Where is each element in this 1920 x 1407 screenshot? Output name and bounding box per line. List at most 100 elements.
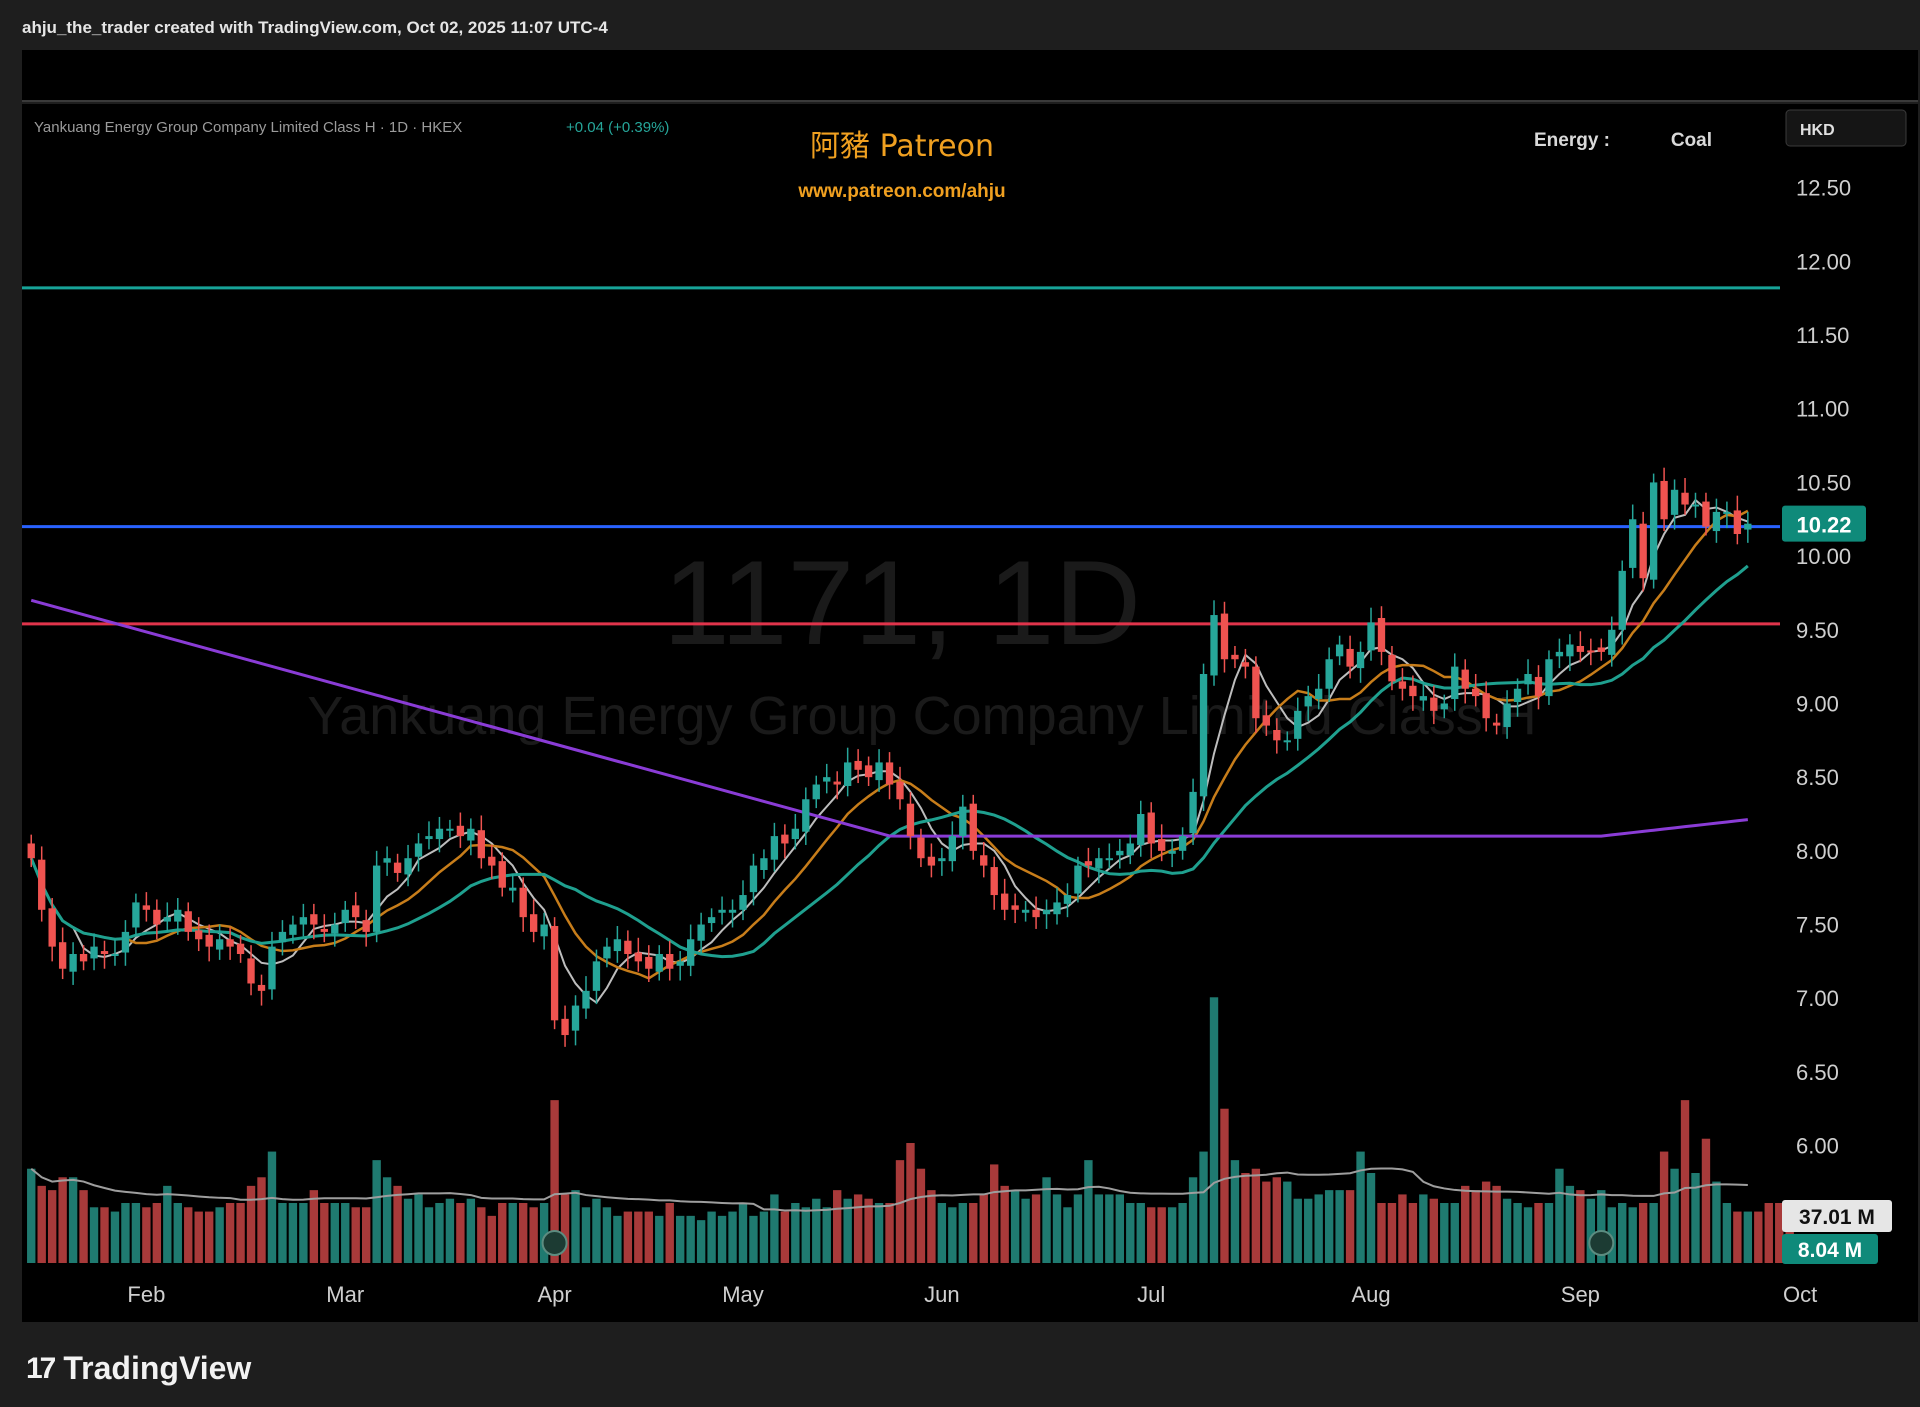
candle-body[interactable] xyxy=(645,956,653,969)
candle-body[interactable] xyxy=(1283,740,1291,743)
candle-body[interactable] xyxy=(1304,696,1312,707)
candle-body[interactable] xyxy=(802,799,810,832)
candle-body[interactable] xyxy=(980,855,988,866)
candle-body[interactable] xyxy=(1534,676,1543,697)
candle-body[interactable] xyxy=(1241,662,1250,667)
candle-body[interactable] xyxy=(38,859,46,910)
candle-body[interactable] xyxy=(435,828,444,840)
candle-body[interactable] xyxy=(79,954,88,962)
candle-body[interactable] xyxy=(1440,703,1448,710)
candle-body[interactable] xyxy=(938,858,946,862)
candle-body[interactable] xyxy=(278,931,287,943)
candle-body[interactable] xyxy=(540,924,548,937)
candle-body[interactable] xyxy=(561,1018,569,1036)
candle-body[interactable] xyxy=(781,834,789,844)
candle-body[interactable] xyxy=(686,939,695,966)
candle-body[interactable] xyxy=(132,902,140,928)
candle-body[interactable] xyxy=(1084,861,1093,866)
candle-body[interactable] xyxy=(1608,629,1616,655)
candle-body[interactable] xyxy=(1587,650,1595,653)
candle-body[interactable] xyxy=(1398,681,1407,689)
candle-body[interactable] xyxy=(1011,905,1019,910)
candle-body[interactable] xyxy=(550,926,559,1021)
candle-body[interactable] xyxy=(488,856,496,866)
candle-body[interactable] xyxy=(728,909,737,913)
candle-body[interactable] xyxy=(1053,902,1061,915)
candle-body[interactable] xyxy=(613,939,622,952)
candle-body[interactable] xyxy=(875,762,883,781)
candle-body[interactable] xyxy=(582,990,590,1009)
price-chart[interactable]: 1171, 1D Yankuang Energy Group Company Li… xyxy=(22,104,1918,1322)
candle-body[interactable] xyxy=(1032,909,1040,918)
candle-body[interactable] xyxy=(1021,909,1030,913)
candle-body[interactable] xyxy=(791,828,799,840)
candle-body[interactable] xyxy=(739,895,747,910)
candle-body[interactable] xyxy=(1126,843,1134,856)
candle-body[interactable] xyxy=(1639,523,1647,579)
candle-body[interactable] xyxy=(1220,613,1229,660)
candle-body[interactable] xyxy=(1262,715,1271,726)
candle-body[interactable] xyxy=(1356,651,1365,669)
candle-body[interactable] xyxy=(1137,814,1145,845)
candle-body[interactable] xyxy=(1503,703,1511,728)
candle-body[interactable] xyxy=(393,862,402,873)
candle-body[interactable] xyxy=(592,961,601,991)
candle-body[interactable] xyxy=(1712,511,1721,532)
candle-body[interactable] xyxy=(195,930,203,940)
candle-body[interactable] xyxy=(111,954,119,956)
candle-body[interactable] xyxy=(331,924,339,934)
candle-body[interactable] xyxy=(519,887,527,918)
candle-body[interactable] xyxy=(1670,489,1679,515)
candle-body[interactable] xyxy=(352,905,360,918)
candle-body[interactable] xyxy=(205,934,213,947)
candle-body[interactable] xyxy=(624,940,632,954)
candle-body[interactable] xyxy=(1660,480,1668,520)
candle-body[interactable] xyxy=(1744,523,1752,530)
candle-body[interactable] xyxy=(676,961,684,966)
candle-body[interactable] xyxy=(1095,858,1103,869)
candle-body[interactable] xyxy=(749,865,758,893)
candle-body[interactable] xyxy=(236,943,245,954)
candle-body[interactable] xyxy=(1042,909,1051,915)
candle-body[interactable] xyxy=(467,828,475,841)
candle-body[interactable] xyxy=(812,784,820,800)
candle-body[interactable] xyxy=(121,931,130,953)
candle-body[interactable] xyxy=(760,858,768,870)
candle-body[interactable] xyxy=(655,954,663,972)
candle-body[interactable] xyxy=(1597,647,1605,652)
candle-body[interactable] xyxy=(153,909,161,925)
candle-body[interactable] xyxy=(1419,696,1428,701)
candle-body[interactable] xyxy=(425,836,433,840)
candle-body[interactable] xyxy=(770,836,779,860)
candle-body[interactable] xyxy=(1074,865,1082,894)
candle-body[interactable] xyxy=(289,924,297,935)
candle-body[interactable] xyxy=(1472,688,1480,697)
candle-body[interactable] xyxy=(163,917,171,922)
candle-body[interactable] xyxy=(1461,669,1469,689)
candle-body[interactable] xyxy=(174,909,182,922)
candle-body[interactable] xyxy=(1063,895,1072,904)
candle-body[interactable] xyxy=(1273,730,1281,741)
candle-body[interactable] xyxy=(372,865,381,932)
candle-body[interactable] xyxy=(69,954,77,972)
candle-body[interactable] xyxy=(1189,791,1197,834)
candle-body[interactable] xyxy=(1723,511,1731,514)
candle-body[interactable] xyxy=(362,920,370,932)
candle-body[interactable] xyxy=(707,917,716,924)
candle-body[interactable] xyxy=(1252,666,1260,719)
candle-body[interactable] xyxy=(215,939,224,950)
candle-body[interactable] xyxy=(969,803,977,851)
candle-body[interactable] xyxy=(1576,646,1585,652)
candle-body[interactable] xyxy=(48,908,56,947)
candle-body[interactable] xyxy=(823,777,831,782)
candle-body[interactable] xyxy=(404,858,412,875)
candle-body[interactable] xyxy=(1346,648,1354,667)
candle-body[interactable] xyxy=(383,858,391,863)
candle-body[interactable] xyxy=(917,837,925,859)
candle-body[interactable] xyxy=(1210,615,1218,676)
candle-body[interactable] xyxy=(142,905,151,910)
candle-body[interactable] xyxy=(634,952,642,962)
candle-body[interactable] xyxy=(1545,659,1553,697)
candle-body[interactable] xyxy=(1691,504,1700,507)
candle-body[interactable] xyxy=(1513,688,1522,702)
